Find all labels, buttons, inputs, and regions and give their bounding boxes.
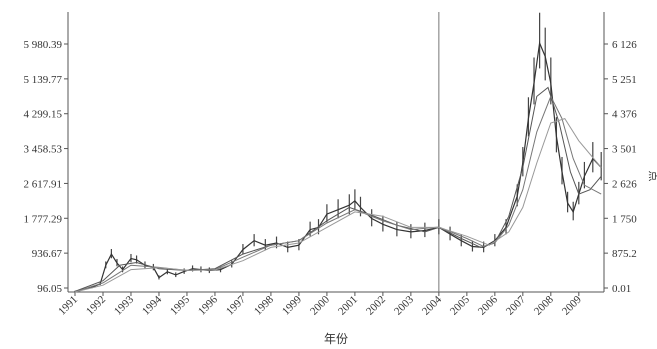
- right-tick-label: 5 251: [612, 74, 637, 86]
- x-ticks: 1991 1992 1993 1994 1995 1996 1997 1998 1999 2000…: [56, 292, 584, 318]
- x-tick-label: 2003: [392, 293, 416, 317]
- right-tick-label: 4 376: [612, 109, 637, 121]
- left-tick-label: 5 980.39: [24, 39, 63, 51]
- moving-average-line: [74, 95, 602, 293]
- x-tick-label: 1991: [56, 294, 80, 318]
- x-tick-label: 2002: [364, 294, 388, 318]
- x-tick-label: 1997: [224, 293, 248, 317]
- left-tick-label: 2 617.91: [24, 178, 63, 190]
- x-tick-label: 1993: [112, 293, 136, 317]
- x-tick-label: 1998: [252, 293, 276, 317]
- axes: [67, 12, 605, 293]
- right-y-ticks: 0.01 875.2 1 750 2 626 3 501 4 376 5 251 6 126: [604, 39, 637, 295]
- left-tick-label: 4 299.15: [24, 109, 63, 121]
- x-tick-label: 2008: [532, 293, 556, 317]
- right-tick-label: 1 750: [612, 213, 637, 225]
- right-tick-label: 6 126: [612, 39, 637, 51]
- x-tick-label: 2001: [336, 294, 360, 318]
- x-tick-label: 2005: [448, 293, 472, 317]
- left-tick-label: 3 458.53: [24, 144, 63, 156]
- left-tick-label: 5 139.77: [24, 74, 63, 86]
- index-line: [74, 40, 602, 292]
- x-tick-label: 1992: [84, 294, 108, 318]
- left-tick-label: 96.05: [37, 283, 62, 295]
- right-tick-label: 2 626: [612, 178, 637, 190]
- x-tick-label: 2009: [560, 293, 584, 317]
- x-tick-label: 1996: [196, 293, 220, 317]
- x-tick-label: 1999: [280, 293, 304, 317]
- x-tick-label: 2004: [420, 293, 444, 317]
- left-tick-label: 936.67: [32, 248, 63, 260]
- x-tick-label: 2000: [308, 293, 332, 317]
- x-tick-label: 2006: [476, 293, 500, 317]
- right-tick-label: 0.01: [612, 283, 631, 295]
- x-tick-label: 1995: [168, 293, 192, 317]
- moving-average-line: [74, 118, 602, 293]
- right-tick-label: 3 501: [612, 144, 637, 156]
- right-y-axis-label: 点: [647, 171, 657, 182]
- x-tick-label: 1994: [140, 293, 164, 317]
- right-tick-label: 875.2: [612, 248, 637, 260]
- x-tick-label: 2007: [504, 293, 528, 317]
- x-axis-label: 年份: [324, 332, 348, 346]
- moving-average-line: [74, 86, 602, 292]
- left-tick-label: 1 777.29: [24, 213, 63, 225]
- left-y-ticks: 96.05 936.67 1 777.29 2 617.91 3 458.53 4 299…: [24, 39, 68, 295]
- plot-area: [74, 12, 602, 293]
